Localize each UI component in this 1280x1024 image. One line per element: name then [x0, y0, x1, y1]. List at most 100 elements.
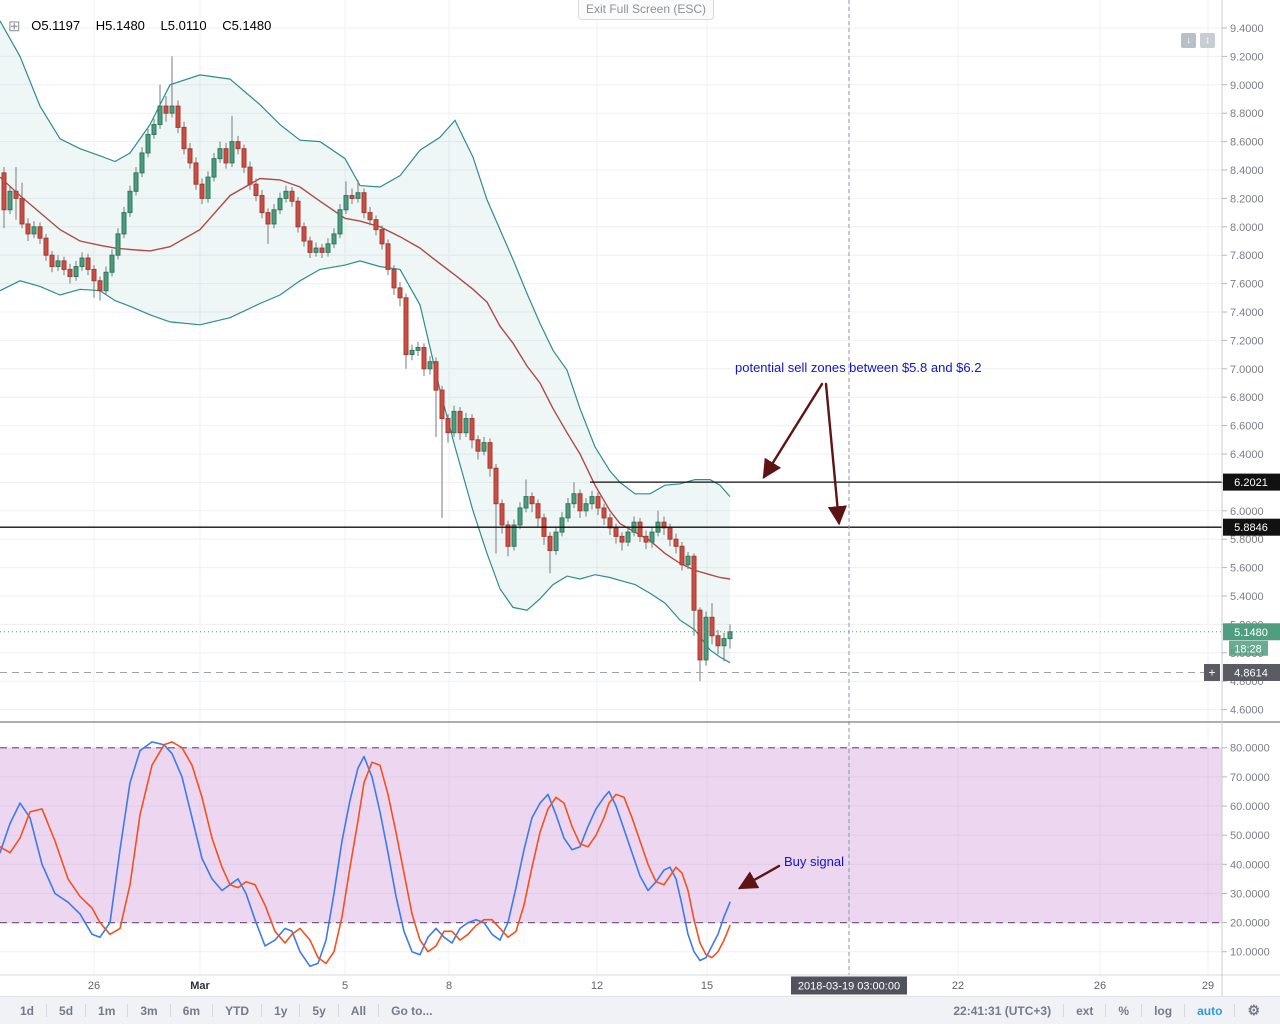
date-tick-label: 8	[446, 980, 452, 992]
candle-down	[19, 197, 25, 225]
candle-up	[685, 555, 691, 566]
price-axis: 9.4000 9.2000 9.0000 8.8000 8.6000 8.4000 8.20…	[1204, 23, 1280, 959]
toolbar-separator	[1184, 1004, 1186, 1017]
osc-tick-label: 20.0000	[1230, 918, 1270, 930]
candle-up	[157, 105, 163, 126]
compare-plus-icon: ⊞	[8, 18, 21, 35]
range-button-5d[interactable]: 5d	[59, 1003, 74, 1018]
mode-button-percent[interactable]: %	[1118, 1003, 1130, 1018]
price-tick-label: 5.8000	[1230, 534, 1264, 546]
bollinger-upper-line	[0, 20, 731, 497]
candle-down	[505, 524, 511, 547]
candle-up	[277, 197, 283, 211]
candle-down	[379, 229, 385, 245]
range-button-all[interactable]: All	[350, 1003, 367, 1018]
candle-up	[169, 105, 175, 114]
candle-down	[613, 527, 619, 537]
candle-down	[91, 268, 97, 282]
price-tick-label: 8.6000	[1230, 137, 1264, 149]
candle-down	[67, 268, 73, 277]
bar-countdown-label: 18:28	[1229, 640, 1268, 656]
price-tick-label: 8.2000	[1230, 193, 1264, 205]
toolbar-separator	[261, 1004, 263, 1017]
price-chart-svg[interactable]: 9.4000 9.2000 9.0000 8.8000 8.6000 8.4000 8.20…	[0, 0, 1280, 996]
range-button-5y[interactable]: 5y	[312, 1003, 326, 1018]
range-button-1d[interactable]: 1d	[20, 1003, 35, 1018]
candle-down	[487, 442, 493, 469]
candle-down	[223, 148, 229, 164]
candle-up	[79, 257, 85, 268]
candle-down	[25, 223, 31, 235]
osc-tick-label: 10.0000	[1230, 947, 1270, 959]
date-tick-label: 29	[1202, 980, 1214, 992]
candle-down	[529, 496, 535, 505]
candle-up	[721, 638, 727, 647]
settings-gear-icon[interactable]: ⚙	[1247, 1002, 1260, 1018]
candle-down	[97, 280, 103, 292]
candle-down	[319, 247, 325, 253]
candle-up	[331, 233, 337, 245]
fit-scale-button[interactable]: ↕	[1200, 33, 1215, 48]
candle-down	[439, 389, 445, 420]
candle-down	[373, 219, 379, 231]
candle-down	[361, 192, 367, 214]
candle-down	[301, 226, 307, 242]
candle-up	[7, 190, 13, 211]
range-button-1m[interactable]: 1m	[98, 1003, 116, 1018]
mode-button-auto[interactable]: auto	[1197, 1003, 1223, 1018]
price-tick-label: 5.6000	[1230, 563, 1264, 575]
sell-arrow-left[interactable]	[762, 382, 824, 480]
candle-down	[265, 212, 271, 225]
candle-up	[145, 134, 151, 154]
candle-down	[595, 496, 601, 509]
mode-button-log[interactable]: log	[1154, 1003, 1173, 1018]
candle-down	[175, 105, 181, 128]
sell-zones-note[interactable]: potential sell zones between $5.8 and $6…	[735, 360, 981, 375]
buy-arrow[interactable]	[737, 864, 781, 890]
axis-price-label: 4.8614	[1223, 663, 1280, 681]
bollinger-bands	[0, 20, 731, 664]
osc-tick-label: 50.0000	[1230, 830, 1270, 842]
toolbar-separator	[378, 1004, 380, 1017]
candle-up	[271, 209, 277, 225]
toolbar-separator	[1234, 1004, 1236, 1017]
add-alert-plus-button[interactable]: +	[1204, 663, 1220, 681]
candle-down	[469, 418, 475, 441]
osc-tick-label: 80.0000	[1230, 743, 1270, 755]
range-button-goto[interactable]: Go to...	[391, 1003, 433, 1018]
candle-up	[229, 141, 235, 164]
range-button-1y[interactable]: 1y	[274, 1003, 288, 1018]
candle-up	[511, 524, 517, 547]
candle-down	[433, 361, 439, 391]
toolbar-separator	[127, 1004, 129, 1017]
sell-arrow-right[interactable]	[824, 382, 847, 526]
candle-down	[421, 347, 427, 370]
date-tick-label: 26	[88, 980, 100, 992]
axis-quick-buttons: ↓ ↕	[1181, 33, 1215, 48]
candle-up	[217, 148, 223, 160]
candle-down	[187, 148, 193, 164]
candle-down	[445, 418, 451, 434]
range-button-ytd[interactable]: YTD	[225, 1003, 250, 1018]
range-button-6m[interactable]: 6m	[182, 1003, 201, 1018]
svg-text:4.8614: 4.8614	[1234, 667, 1268, 679]
scroll-to-recent-button[interactable]: ↓	[1181, 33, 1196, 48]
candle-down	[535, 503, 541, 519]
candle-up	[463, 418, 469, 434]
exit-fullscreen-tooltip: Exit Full Screen (ESC)	[578, 0, 714, 20]
range-button-3m[interactable]: 3m	[140, 1003, 158, 1018]
price-tick-label: 7.4000	[1230, 307, 1264, 319]
mode-button-ext[interactable]: ext	[1076, 1003, 1094, 1018]
candle-down	[1, 172, 7, 211]
price-tick-label: 9.0000	[1230, 80, 1264, 92]
price-tick-label: 7.2000	[1230, 335, 1264, 347]
candle-up	[415, 347, 421, 351]
svg-text:5.8846: 5.8846	[1234, 522, 1268, 534]
candle-down	[397, 287, 403, 299]
date-tick-label: 22	[952, 980, 964, 992]
candle-up	[103, 271, 109, 292]
candle-down	[289, 190, 295, 202]
buy-signal-note[interactable]: Buy signal	[784, 854, 844, 869]
candle-up	[703, 616, 709, 661]
